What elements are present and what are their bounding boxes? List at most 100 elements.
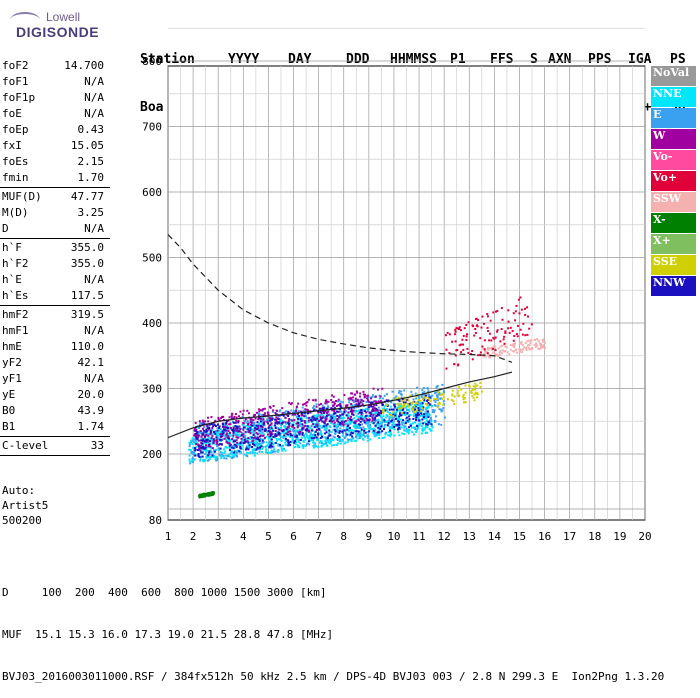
echo-point	[426, 404, 429, 407]
y-tick-label: 80	[149, 514, 162, 527]
echo-point	[336, 414, 339, 417]
echo-point	[365, 401, 368, 404]
param-group-confidence: C-level 33	[0, 438, 110, 454]
echo-point	[539, 347, 542, 350]
echo-point	[278, 432, 281, 435]
echo-point	[535, 342, 538, 345]
echo-point	[202, 432, 205, 435]
echo-point	[457, 327, 460, 330]
echo-point	[239, 410, 242, 413]
echo-point	[208, 453, 211, 456]
echo-point	[244, 434, 247, 437]
echo-point	[512, 339, 515, 342]
echo-point	[282, 437, 285, 440]
echo-point	[274, 430, 277, 433]
echo-point	[196, 431, 199, 434]
echo-point	[292, 418, 295, 421]
echo-point	[232, 456, 235, 459]
echo-point	[351, 392, 354, 395]
echo-point	[423, 413, 426, 416]
echo-point	[245, 437, 248, 440]
echo-point	[409, 413, 412, 416]
echo-point	[231, 438, 234, 441]
echo-point	[204, 452, 207, 455]
param-name: foE	[2, 107, 22, 120]
echo-point	[341, 420, 344, 423]
echo-point	[258, 418, 261, 421]
echo-point	[258, 445, 261, 448]
echo-point	[296, 426, 299, 429]
echo-point	[475, 385, 478, 388]
echo-point	[376, 433, 379, 436]
echo-point	[378, 414, 381, 417]
echo-point	[339, 410, 342, 413]
echo-point	[326, 413, 329, 416]
echo-point	[207, 420, 210, 423]
echo-point	[310, 429, 313, 432]
echo-point	[213, 450, 216, 453]
echo-point	[379, 431, 382, 434]
echo-point	[324, 418, 327, 421]
echo-point	[427, 390, 430, 393]
echo-point	[346, 425, 349, 428]
echo-point	[350, 413, 353, 416]
echo-point	[511, 350, 514, 353]
echo-point	[256, 433, 259, 436]
echo-point	[252, 452, 255, 455]
echo-point	[241, 444, 244, 447]
param-name: hmF2	[2, 308, 29, 321]
echo-point	[430, 396, 433, 399]
echo-point	[262, 434, 265, 437]
echo-point	[257, 423, 260, 426]
echo-point	[366, 430, 369, 433]
echo-point	[243, 438, 246, 441]
echo-point	[367, 408, 370, 411]
echo-point	[289, 427, 292, 430]
echo-point	[446, 398, 449, 401]
echo-point	[408, 429, 411, 432]
echo-point	[339, 442, 342, 445]
echo-point	[325, 414, 328, 417]
echo-point	[264, 427, 267, 430]
echo-point	[452, 400, 455, 403]
echo-point	[233, 443, 236, 446]
echo-point	[318, 403, 321, 406]
param-row: foF1p N/A	[0, 90, 110, 106]
echo-point	[262, 418, 265, 421]
echo-point	[480, 326, 483, 329]
echo-point	[276, 427, 279, 430]
echo-point	[483, 355, 486, 358]
echo-point	[415, 415, 418, 418]
echo-point	[353, 429, 356, 432]
echo-point	[371, 416, 374, 419]
echo-point	[204, 420, 207, 423]
echo-point	[374, 411, 377, 414]
echo-point	[362, 426, 365, 429]
echo-point	[390, 419, 393, 422]
echo-point	[226, 442, 229, 445]
echo-point	[482, 347, 485, 350]
echo-point	[302, 409, 305, 412]
echo-point	[442, 396, 445, 399]
echo-point	[372, 427, 375, 430]
echo-point	[479, 385, 482, 388]
echo-point	[295, 408, 298, 411]
echo-point	[249, 429, 252, 432]
echo-point	[403, 422, 406, 425]
echo-point	[439, 397, 442, 400]
echo-point	[339, 421, 342, 424]
echo-point	[201, 423, 204, 426]
param-value: 2.15	[77, 155, 105, 168]
echo-point	[408, 426, 411, 429]
echo-point	[201, 446, 204, 449]
echo-point	[293, 429, 296, 432]
echo-point	[524, 334, 527, 337]
echo-point	[191, 457, 194, 460]
echo-point	[511, 344, 514, 347]
echo-point	[216, 427, 219, 430]
echo-point	[398, 403, 401, 406]
echo-point	[353, 421, 356, 424]
echo-point	[434, 401, 437, 404]
echo-point	[359, 423, 362, 426]
echo-point	[518, 312, 521, 315]
